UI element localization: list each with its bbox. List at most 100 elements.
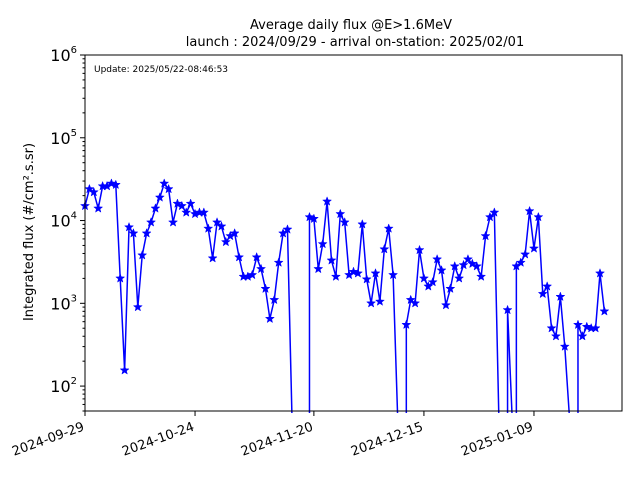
data-point-2024-12-27 bbox=[471, 260, 482, 271]
data-point-2025-01-07 bbox=[520, 249, 531, 259]
data-point-2024-11-06 bbox=[247, 269, 258, 280]
data-point-2024-10-13 bbox=[141, 228, 152, 238]
data-point-2024-12-06 bbox=[379, 243, 390, 254]
data-point-2024-12-22 bbox=[449, 260, 460, 271]
data-point-2024-10-23 bbox=[185, 198, 196, 208]
x-tick-label: 2025-01-09 bbox=[459, 420, 535, 460]
data-point-2024-10-28 bbox=[207, 252, 218, 263]
data-point-2024-12-30 bbox=[484, 211, 496, 222]
series-layer bbox=[79, 178, 610, 414]
data-point-2024-12-13 bbox=[410, 297, 421, 308]
data-point-2024-12-14 bbox=[414, 244, 425, 255]
data-point-2024-10-08 bbox=[119, 365, 130, 375]
data-point-2024-11-08 bbox=[256, 263, 267, 274]
data-point-2024-10-27 bbox=[203, 223, 214, 233]
data-point-2024-10-15 bbox=[150, 203, 161, 213]
data-point-2024-10-30 bbox=[216, 221, 227, 231]
data-point-2024-12-21 bbox=[445, 283, 456, 294]
data-point-2024-10-20 bbox=[172, 198, 183, 208]
x-axis-ticks: 2024-09-29 2024-10-24 2024-11-20 2024-12-15… bbox=[10, 411, 535, 460]
data-point-2024-11-21 bbox=[313, 263, 324, 274]
data-point-2024-10-14 bbox=[145, 217, 157, 227]
y-tick-label: 103 bbox=[50, 293, 77, 313]
data-point-2025-01-13 bbox=[546, 322, 557, 333]
data-point-2025-01-14 bbox=[550, 330, 562, 341]
data-point-2024-12-03 bbox=[366, 297, 377, 308]
chart-title: Average daily flux @E>1.6MeV bbox=[250, 18, 452, 33]
data-point-2025-01-03 bbox=[502, 304, 513, 315]
y-axis-label: Integrated flux (#/cm².s.sr) bbox=[22, 143, 37, 321]
data-point-2024-12-20 bbox=[440, 299, 451, 310]
data-point-2024-10-02 bbox=[93, 203, 104, 213]
data-point-2024-10-11 bbox=[132, 301, 143, 312]
data-point-2024-11-20 bbox=[308, 213, 319, 224]
data-point-2024-12-17 bbox=[427, 276, 438, 287]
data-point-2024-12-05 bbox=[374, 296, 385, 306]
data-point-2024-10-29 bbox=[211, 217, 223, 227]
data-point-2025-01-24 bbox=[594, 268, 606, 278]
data-point-2024-11-29 bbox=[348, 266, 359, 277]
data-point-2024-12-08 bbox=[388, 269, 399, 280]
x-tick-label: 2024-09-29 bbox=[10, 420, 86, 460]
plot-frame bbox=[84, 54, 623, 412]
data-point-2024-10-31 bbox=[220, 236, 231, 247]
data-point-2025-01-06 bbox=[515, 257, 526, 267]
data-point-2024-10-01 bbox=[88, 186, 99, 197]
data-point-2024-10-16 bbox=[154, 192, 165, 202]
data-point-2025-01-23 bbox=[590, 322, 601, 333]
data-point-2024-11-14 bbox=[282, 224, 293, 234]
data-point-2024-11-23 bbox=[322, 196, 333, 206]
data-point-2024-12-11 bbox=[401, 319, 412, 330]
data-point-2024-10-21 bbox=[176, 200, 187, 211]
data-point-2024-12-15 bbox=[418, 273, 429, 283]
data-point-2024-10-10 bbox=[128, 228, 139, 238]
data-point-2025-01-12 bbox=[542, 281, 553, 291]
data-point-2025-01-21 bbox=[581, 321, 592, 332]
data-point-2024-11-11 bbox=[269, 294, 280, 305]
data-point-2024-11-07 bbox=[251, 251, 262, 262]
data-point-2024-11-27 bbox=[339, 217, 350, 227]
data-point-2024-10-18 bbox=[163, 183, 174, 194]
data-point-2024-10-22 bbox=[181, 207, 192, 217]
data-point-2024-12-04 bbox=[370, 268, 381, 278]
data-point-2024-10-07 bbox=[115, 273, 126, 283]
data-point-2024-12-26 bbox=[467, 258, 478, 269]
data-point-2025-01-20 bbox=[577, 330, 588, 341]
data-point-2024-10-17 bbox=[159, 178, 170, 188]
data-point-2024-12-23 bbox=[454, 273, 465, 283]
data-point-2024-11-24 bbox=[326, 255, 337, 265]
update-annotation: Update: 2025/05/22-08:46:53 bbox=[94, 65, 228, 75]
data-point-2024-11-25 bbox=[330, 271, 341, 281]
data-point-2024-12-02 bbox=[361, 273, 372, 284]
data-point-2024-12-01 bbox=[357, 219, 368, 229]
data-point-2024-10-19 bbox=[167, 217, 179, 227]
y-tick-label: 102 bbox=[50, 376, 77, 396]
data-point-2024-11-03 bbox=[234, 251, 245, 262]
data-point-2024-11-19 bbox=[304, 211, 315, 222]
data-point-2025-01-09 bbox=[528, 243, 540, 253]
x-tick-label: 2024-11-20 bbox=[239, 420, 315, 460]
data-point-2024-10-09 bbox=[123, 221, 135, 232]
data-point-2024-12-07 bbox=[383, 223, 394, 233]
data-point-2024-12-18 bbox=[432, 254, 443, 264]
data-point-2024-11-12 bbox=[273, 257, 284, 267]
data-point-2024-12-19 bbox=[436, 265, 447, 275]
x-tick-label: 2024-12-15 bbox=[349, 420, 425, 460]
data-point-2024-10-05 bbox=[106, 178, 117, 188]
data-point-2024-12-28 bbox=[476, 271, 487, 281]
data-point-2024-11-02 bbox=[229, 228, 240, 238]
x-tick-label: 2024-10-24 bbox=[120, 420, 196, 460]
data-point-2024-11-09 bbox=[260, 283, 271, 294]
data-point-2024-11-22 bbox=[317, 238, 328, 249]
data-point-2024-10-26 bbox=[198, 207, 209, 217]
data-point-2024-11-26 bbox=[335, 208, 346, 219]
y-tick-label: 106 bbox=[50, 45, 77, 65]
data-point-2024-10-12 bbox=[137, 250, 148, 260]
data-point-2025-01-16 bbox=[559, 341, 570, 351]
data-point-2024-12-25 bbox=[462, 254, 473, 264]
data-point-2024-11-30 bbox=[352, 268, 363, 278]
data-point-2025-01-25 bbox=[599, 306, 610, 316]
data-point-2024-10-06 bbox=[110, 179, 121, 190]
data-point-2025-01-19 bbox=[572, 319, 584, 330]
